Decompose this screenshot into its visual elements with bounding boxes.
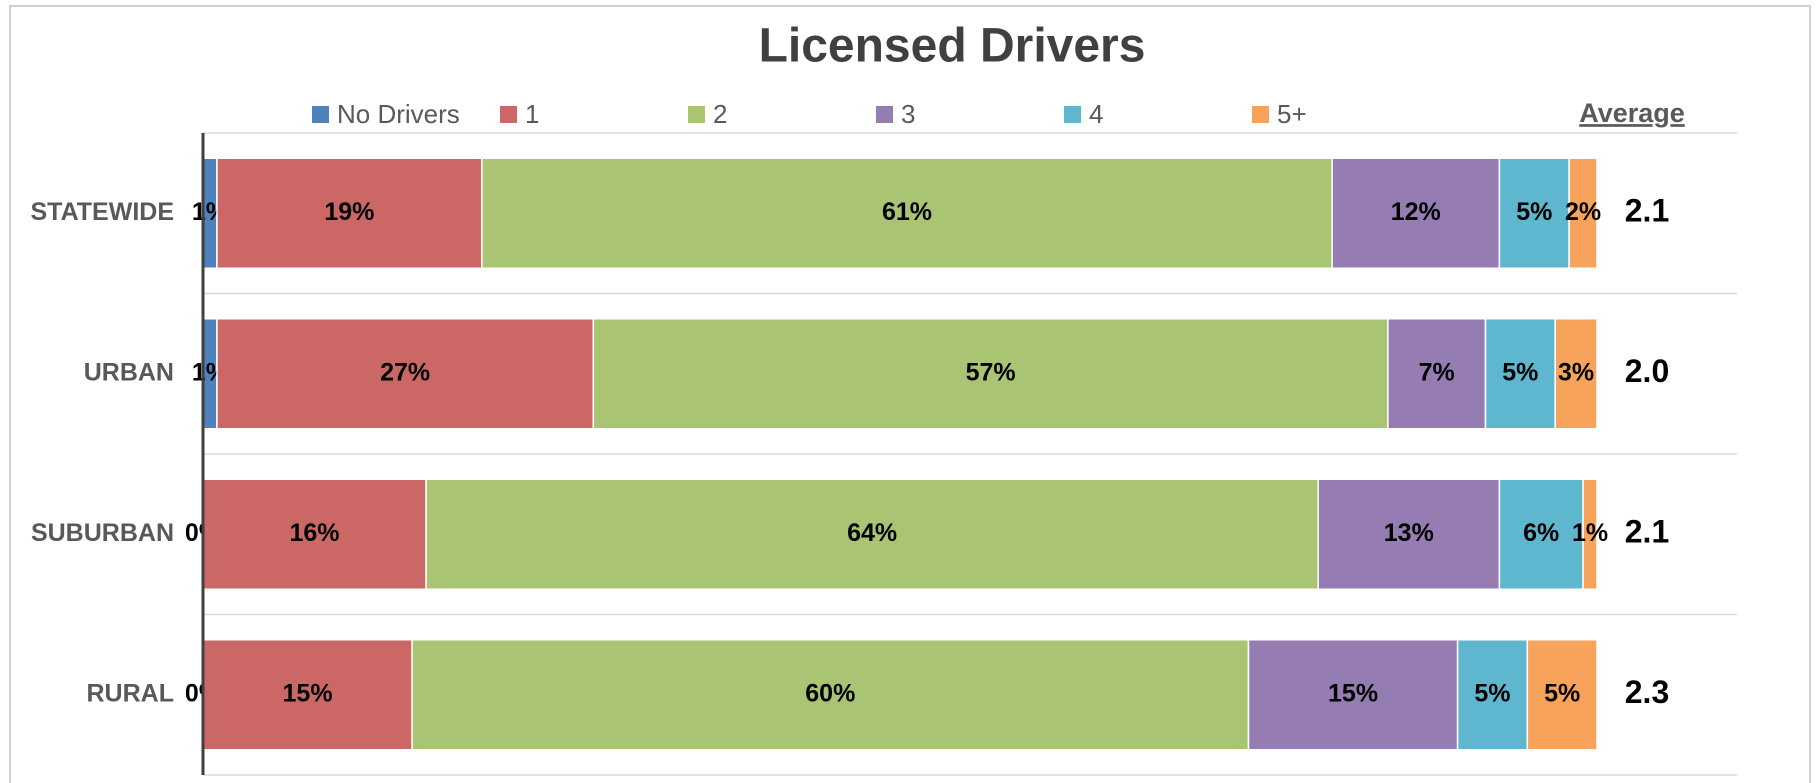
average-value: 2.1: [1625, 193, 1669, 229]
data-label: 64%: [847, 519, 897, 547]
data-label: 3%: [1558, 358, 1594, 386]
bar-segment: [1456, 639, 1529, 751]
average-value: 2.1: [1625, 514, 1669, 550]
bar-segment: [202, 478, 427, 590]
data-label: 15%: [1328, 679, 1378, 707]
bar-segment: [216, 318, 595, 430]
bar-segment: [1582, 478, 1598, 590]
legend-label: 5+: [1277, 99, 1307, 129]
legend-label: 1: [525, 99, 539, 129]
category-label: SUBURBAN: [31, 519, 174, 547]
data-label: 1%: [1572, 519, 1608, 547]
bar-segment: [1526, 639, 1598, 751]
average-value: 2.3: [1625, 674, 1669, 710]
legend-label: 3: [901, 99, 915, 129]
chart-title: Licensed Drivers: [759, 20, 1146, 73]
data-label: 5%: [1544, 679, 1580, 707]
bar-segment: [216, 157, 483, 269]
bar-segment: [1317, 478, 1501, 590]
category-label: URBAN: [84, 358, 174, 386]
data-label: 57%: [966, 358, 1016, 386]
bar-segment: [1498, 478, 1584, 590]
bar-segment: [1498, 157, 1570, 269]
bar-segment: [1387, 318, 1487, 430]
legend-swatch: [500, 106, 517, 123]
data-label: 60%: [805, 679, 855, 707]
legend-swatch: [1252, 106, 1269, 123]
data-label: 19%: [324, 198, 374, 226]
average-value: 2.0: [1625, 353, 1669, 389]
bar-segment: [1331, 157, 1501, 269]
data-label: 5%: [1474, 679, 1510, 707]
data-label: 16%: [289, 519, 339, 547]
legend-label: 4: [1089, 99, 1103, 129]
data-label: 13%: [1384, 519, 1434, 547]
data-label: 7%: [1419, 358, 1455, 386]
bar-segment: [411, 639, 1250, 751]
bar-segment: [592, 318, 1389, 430]
legend-label: No Drivers: [337, 99, 460, 129]
bar-segment: [1568, 157, 1598, 269]
legend-swatch: [1064, 106, 1081, 123]
average-header: Average: [1579, 98, 1685, 128]
category-label: STATEWIDE: [30, 198, 174, 226]
category-label: RURAL: [87, 679, 175, 707]
legend-label: 2: [713, 99, 727, 129]
data-label: 12%: [1391, 198, 1441, 226]
data-label: 61%: [882, 198, 932, 226]
legend-swatch: [876, 106, 893, 123]
bar-segment: [1554, 318, 1598, 430]
bar-segment: [425, 478, 1319, 590]
data-label: 5%: [1516, 198, 1552, 226]
data-label: 27%: [380, 358, 430, 386]
data-label: 15%: [283, 679, 333, 707]
data-label: 5%: [1502, 358, 1538, 386]
legend-swatch: [312, 106, 329, 123]
data-label: 6%: [1523, 519, 1559, 547]
chart-border: [9, 5, 1811, 783]
bar-segment: [481, 157, 1333, 269]
bar-segment: [1247, 639, 1459, 751]
legend-swatch: [688, 106, 705, 123]
bar-segment: [202, 639, 413, 751]
data-label: 2%: [1565, 198, 1601, 226]
